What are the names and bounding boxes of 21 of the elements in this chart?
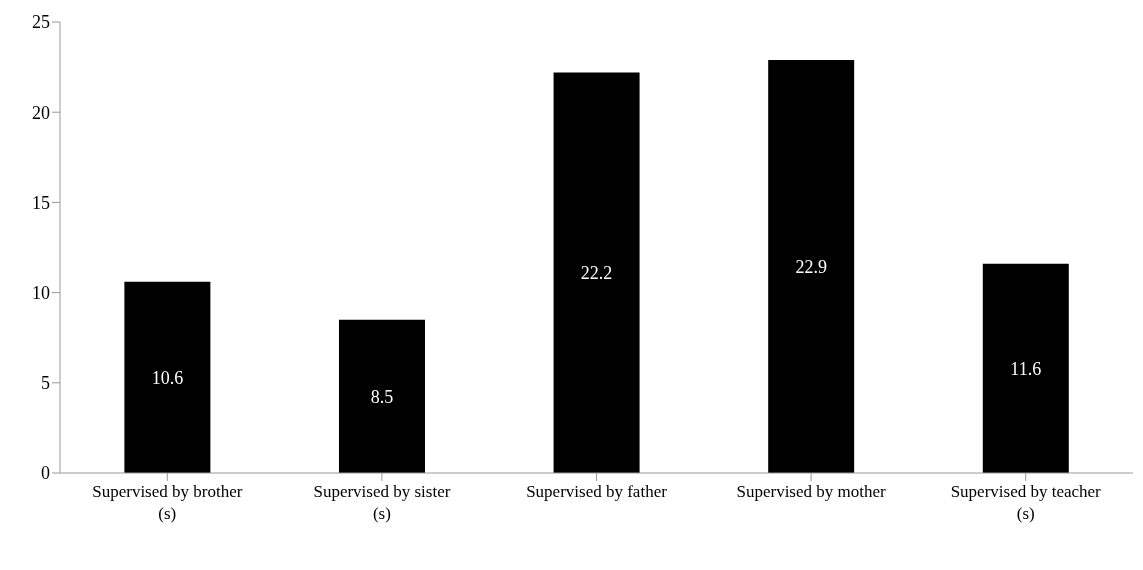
data-label: 8.5 [370, 386, 394, 407]
bar [768, 59, 855, 473]
x-tick-label: Supervised by sister (s) [313, 482, 451, 523]
y-tick-label: 0 [41, 463, 50, 484]
x-tick-label: Supervised by father [526, 482, 668, 501]
data-label: 22.2 [580, 263, 613, 284]
data-label: 11.6 [1010, 358, 1042, 379]
y-tick-label: 25 [32, 12, 50, 33]
x-tick-label: Supervised by brother (s) [92, 482, 243, 523]
data-label: 22.9 [795, 256, 827, 277]
x-tick-label: Supervised by teacher (s) [950, 482, 1102, 523]
y-tick-label: 5 [41, 373, 50, 394]
y-tick-label: 15 [32, 192, 50, 213]
data-label: 10.6 [151, 367, 184, 388]
bar [553, 72, 640, 473]
bar [124, 281, 211, 473]
bar [338, 319, 425, 473]
y-tick-label: 10 [32, 282, 50, 303]
x-tick-label: Supervised by mother [736, 482, 887, 501]
y-tick-label: 20 [32, 102, 50, 123]
bar [982, 263, 1069, 473]
